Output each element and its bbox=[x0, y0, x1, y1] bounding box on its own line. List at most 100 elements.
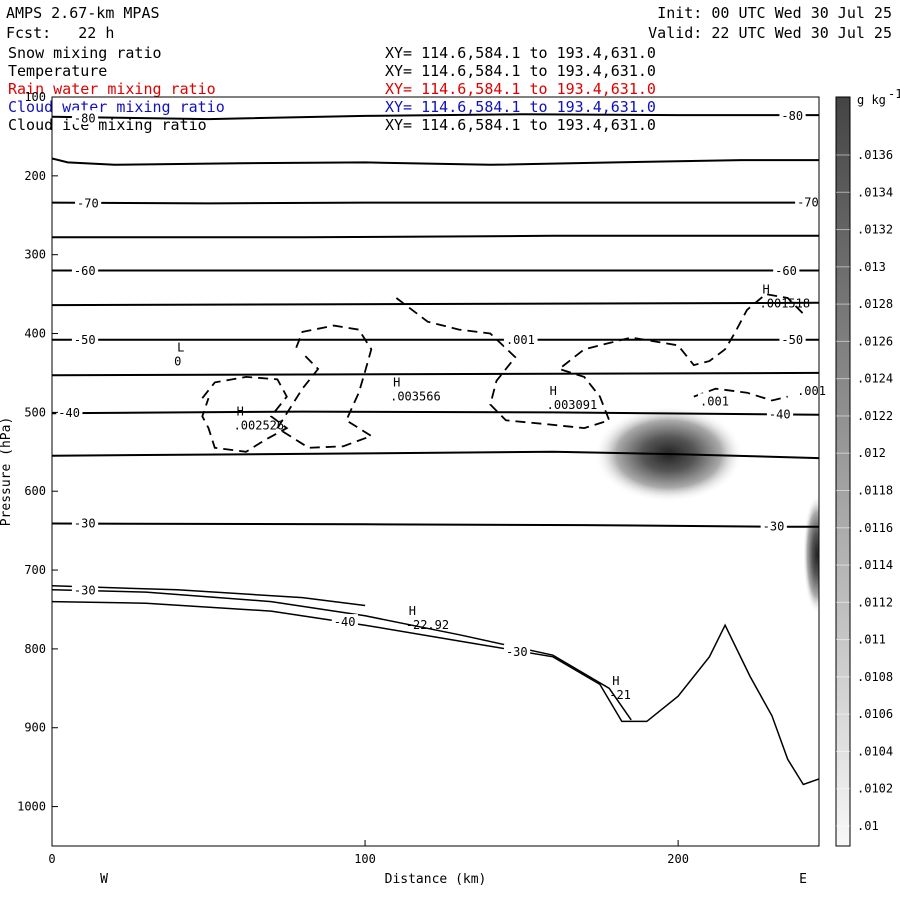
high-value: .003566 bbox=[390, 389, 441, 403]
contour-label-bg bbox=[71, 263, 99, 278]
field-xy-range: XY= 114.6,584.1 to 193.4,631.0 bbox=[385, 80, 656, 98]
contour-label-bg bbox=[331, 614, 358, 629]
colorbar-tick-label: .0116 bbox=[857, 521, 893, 535]
contour-label-bg bbox=[56, 405, 83, 420]
y-axis-title: Pressure (hPa) bbox=[0, 417, 14, 527]
temperature-contour bbox=[52, 371, 819, 377]
high-marker: H bbox=[409, 604, 416, 618]
temperature-contour bbox=[52, 410, 819, 416]
snow-mixing-ratio-contour bbox=[276, 324, 374, 449]
temperature-contour bbox=[52, 113, 819, 121]
contour-label-bg bbox=[760, 518, 787, 533]
rain-mixing-ratio-shading-edge bbox=[803, 494, 819, 615]
east-label: E bbox=[799, 872, 807, 887]
y-tick-label: 500 bbox=[24, 405, 46, 419]
init-time: Init: 00 UTC Wed 30 Jul 25 bbox=[657, 4, 892, 22]
y-tick-label: 300 bbox=[24, 248, 46, 262]
contour-label-bg bbox=[779, 331, 806, 346]
contour-label-bg bbox=[71, 110, 99, 125]
temperature-contour bbox=[52, 201, 819, 205]
colorbar-tick-label: .0134 bbox=[857, 185, 893, 199]
temperature-contour bbox=[52, 450, 819, 460]
terrain-contour bbox=[52, 585, 366, 607]
snow-mixing-ratio-contour bbox=[395, 293, 804, 430]
contour-label-bg bbox=[503, 644, 531, 659]
contour-label-bg bbox=[779, 107, 806, 122]
contour-label-bg bbox=[698, 393, 732, 408]
y-tick-label: 1000 bbox=[17, 800, 46, 814]
x-tick-label: 200 bbox=[667, 852, 689, 866]
temperature-contour bbox=[52, 522, 819, 528]
isotherm-label: -30 bbox=[506, 645, 528, 659]
temperature-contour bbox=[52, 157, 819, 166]
colorbar-tick-label: .0118 bbox=[857, 484, 893, 498]
colorbar-tick-label: .0114 bbox=[857, 558, 893, 572]
high-value: -21 bbox=[609, 688, 631, 702]
isotherm-label: -40 bbox=[769, 408, 791, 422]
colorbar-tick-label: .01 bbox=[857, 819, 879, 833]
colorbar-tick-label: .013 bbox=[857, 260, 886, 274]
field-name: Cloud ice mixing ratio bbox=[8, 116, 207, 134]
snow-contour-label: .001 bbox=[700, 394, 729, 408]
field-xy-range: XY= 114.6,584.1 to 193.4,631.0 bbox=[385, 62, 656, 80]
isotherm-label: -30 bbox=[763, 520, 785, 534]
y-tick-label: 800 bbox=[24, 642, 46, 656]
high-marker: H bbox=[612, 674, 619, 688]
field-name: Snow mixing ratio bbox=[8, 44, 162, 62]
colorbar-tick-label: .0132 bbox=[857, 223, 893, 237]
snow-contour-label: .001 bbox=[797, 384, 826, 398]
colorbar-tick-label: .012 bbox=[857, 446, 886, 460]
isotherm-label: -70 bbox=[797, 196, 819, 210]
terrain-contour bbox=[52, 589, 632, 721]
snow-mixing-ratio-contour bbox=[693, 387, 788, 402]
snow-contour-label: .001 bbox=[506, 333, 535, 347]
temperature-contour bbox=[52, 234, 819, 239]
low-value: 0 bbox=[174, 355, 181, 369]
isotherm-label: -30 bbox=[74, 517, 96, 531]
high-value: .003091 bbox=[547, 398, 598, 412]
isotherm-label: -80 bbox=[74, 111, 96, 125]
colorbar-tick-label: .0122 bbox=[857, 409, 893, 423]
high-marker: H bbox=[393, 375, 400, 389]
isotherm-label: -80 bbox=[781, 109, 803, 123]
colorbar-unit: g kg bbox=[857, 93, 886, 107]
colorbar-tick-label: .0136 bbox=[857, 148, 893, 162]
field-xy-range: XY= 114.6,584.1 to 193.4,631.0 bbox=[385, 98, 656, 116]
colorbar bbox=[835, 96, 851, 847]
high-value: .001518 bbox=[760, 296, 811, 310]
isotherm-label: -40 bbox=[58, 406, 80, 420]
contour-label-bg bbox=[773, 263, 800, 278]
isotherm-label: -70 bbox=[77, 196, 99, 210]
contour-label-bg bbox=[766, 406, 794, 421]
y-tick-label: 700 bbox=[24, 563, 46, 577]
y-tick-label: 200 bbox=[24, 169, 46, 183]
x-tick-label: 0 bbox=[48, 852, 55, 866]
isotherm-label: -40 bbox=[334, 615, 356, 629]
y-tick-label: 900 bbox=[24, 721, 46, 735]
contour-label-bg bbox=[71, 331, 99, 346]
contour-label-bg bbox=[75, 195, 102, 210]
colorbar-tick-label: .0106 bbox=[857, 707, 893, 721]
colorbar-tick-label: .0112 bbox=[857, 595, 893, 609]
colorbar-tick-label: .0128 bbox=[857, 297, 893, 311]
field-xy-range: XY= 114.6,584.1 to 193.4,631.0 bbox=[385, 44, 656, 62]
plot-frame bbox=[51, 96, 820, 847]
field-xy-range: XY= 114.6,584.1 to 193.4,631.0 bbox=[385, 116, 656, 134]
low-marker: L bbox=[177, 341, 184, 355]
west-label: W bbox=[100, 872, 108, 887]
colorbar-tick-label: .0104 bbox=[857, 744, 893, 758]
colorbar-unit-exponent: -1 bbox=[888, 87, 900, 101]
high-marker: H bbox=[550, 384, 557, 398]
high-marker: H bbox=[763, 282, 770, 296]
x-axis-title: Distance (km) bbox=[385, 872, 487, 887]
field-name: Rain water mixing ratio bbox=[8, 80, 216, 98]
colorbar-tick-label: .0108 bbox=[857, 670, 893, 684]
model-title: AMPS 2.67-km MPAS bbox=[6, 4, 160, 22]
x-tick-label: 100 bbox=[354, 852, 376, 866]
contour-label-bg bbox=[71, 515, 99, 530]
y-tick-label: 100 bbox=[24, 90, 46, 104]
high-value: .002526 bbox=[234, 418, 285, 432]
high-value: -22.92 bbox=[406, 618, 449, 632]
y-tick-label: 400 bbox=[24, 327, 46, 341]
